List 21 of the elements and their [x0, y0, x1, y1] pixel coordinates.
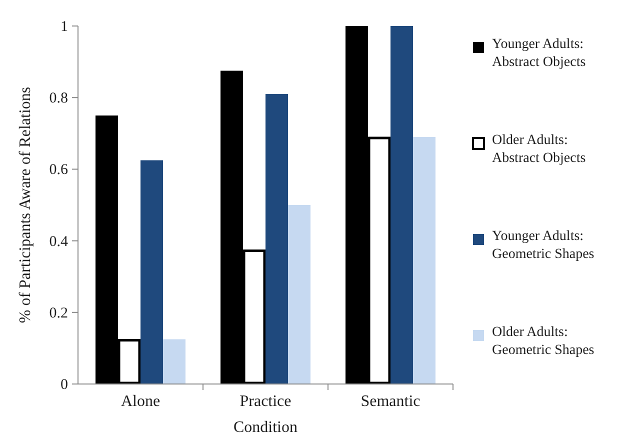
legend-label: Younger Adults: Abstract Objects [492, 37, 586, 70]
bar [288, 205, 310, 384]
x-tick-label: Semantic [360, 393, 420, 410]
y-tick-label: 1 [60, 19, 68, 35]
y-axis-title: % of Participants Aware of Relations [17, 86, 34, 324]
y-tick-label: 0.6 [49, 162, 68, 178]
legend-label: Younger Adults: Geometric Shapes [492, 229, 594, 262]
bar [140, 160, 163, 384]
bar [390, 26, 413, 384]
x-axis-title: Condition [233, 419, 298, 433]
y-tick-label: 0.8 [49, 90, 68, 107]
legend-label: Older Adults: Abstract Objects [492, 133, 586, 166]
x-tick-label: Alone [120, 393, 160, 410]
legend-label: Older Adults: Geometric Shapes [492, 325, 594, 358]
y-tick-label: 0 [60, 377, 68, 393]
bar [266, 94, 288, 384]
y-tick-label: 0.4 [49, 234, 68, 250]
bar [413, 136, 436, 384]
x-tick-label: Practice [240, 393, 292, 410]
bar [163, 339, 186, 384]
y-tick-label: 0.2 [49, 305, 68, 322]
